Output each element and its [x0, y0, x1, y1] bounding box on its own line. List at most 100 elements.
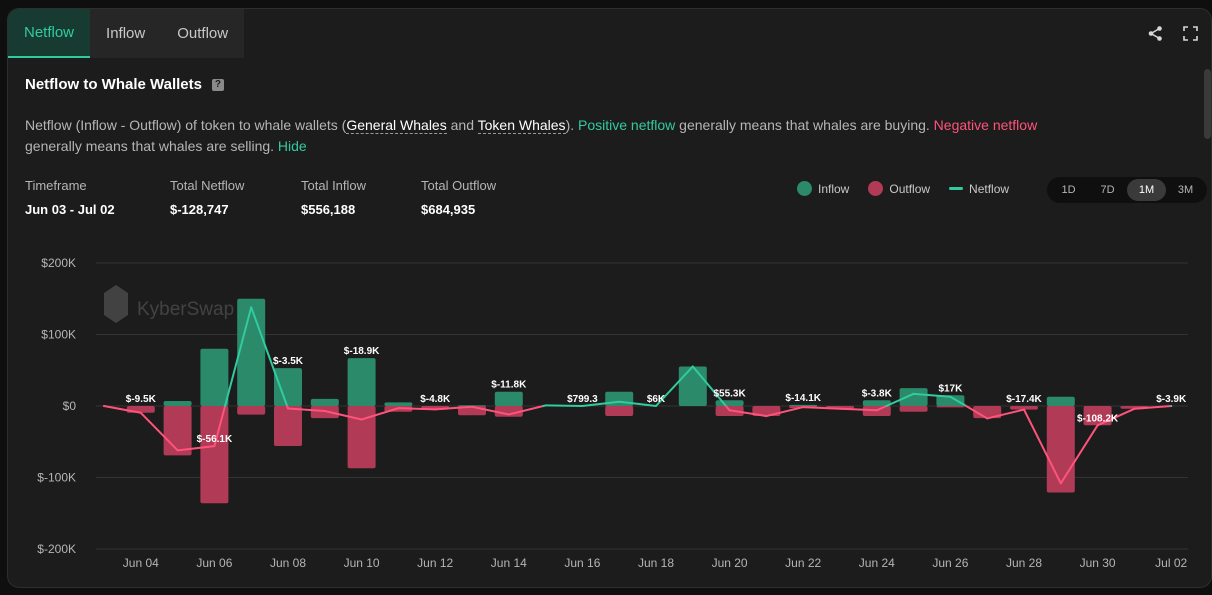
timeframe-1m[interactable]: 1M: [1127, 179, 1166, 201]
stat-label: Total Inflow: [301, 178, 367, 193]
legend-label: Netflow: [969, 181, 1010, 196]
timeframe-7d[interactable]: 7D: [1100, 184, 1115, 196]
netflow-line-segment: [1096, 407, 1136, 427]
netflow-line-segment: [544, 404, 584, 407]
outflow-bar: [237, 406, 266, 415]
netflow-line-segment: [397, 407, 437, 411]
outflow-bar: [1046, 406, 1075, 493]
legend-outflow[interactable]: Outflow: [868, 181, 930, 196]
x-tick-label: Jul 02: [1155, 556, 1187, 570]
netflow-line-segment: [1133, 405, 1173, 410]
chart-legend: Inflow Outflow Netflow: [797, 181, 1009, 196]
netflow-line-segment: [250, 306, 289, 407]
x-tick-label: Jun 24: [859, 556, 895, 570]
tab-inflow[interactable]: Inflow: [106, 25, 146, 42]
x-tick-label: Jun 26: [932, 556, 968, 570]
hide-button[interactable]: Hide: [277, 138, 307, 154]
negative-netflow-text: Negative netflow: [933, 117, 1038, 133]
legend-netflow[interactable]: Netflow: [949, 182, 1009, 196]
inflow-bar: [494, 391, 523, 406]
netflow-line-segment: [875, 405, 888, 412]
netflow-data-label: $-14.1K: [785, 393, 821, 404]
x-tick-label: Jun 20: [712, 556, 748, 570]
inflow-bar: [899, 388, 928, 406]
outflow-bar: [494, 406, 523, 417]
netflow-data-label: $55.3K: [713, 388, 746, 399]
outflow-swatch: [868, 181, 884, 196]
outflow-bar: [200, 406, 229, 504]
legend-inflow[interactable]: Inflow: [797, 181, 849, 196]
positive-netflow-text: Positive netflow: [578, 117, 676, 133]
inflow-bar: [862, 400, 891, 406]
netflow-line-segment: [323, 410, 363, 421]
netflow-line-segment: [949, 395, 968, 407]
outflow-bar: [1010, 406, 1038, 410]
netflow-data-label: $-3.9K: [1156, 394, 1187, 405]
chart-grid: [96, 262, 1188, 550]
token-whales-link[interactable]: Token Whales: [477, 117, 566, 134]
netflow-line-segment: [839, 407, 878, 412]
netflow-data-label: $6K: [647, 394, 666, 405]
netflow-line-segment: [765, 406, 805, 418]
x-tick-label: Jun 14: [491, 556, 527, 570]
netflow-data-label: $-17.4K: [1006, 394, 1042, 405]
chart-axes: $200K $100K $0 $-100K $-200K Jun 04 Jun 06 Jun …: [37, 256, 1187, 570]
stat-value: $684,935: [421, 202, 476, 217]
y-tick-label: $0: [63, 399, 77, 413]
inflow-bar: [200, 348, 229, 406]
stat-value: $556,188: [301, 202, 356, 217]
fullscreen-icon[interactable]: [1182, 25, 1199, 42]
netflow-line-segment: [176, 445, 216, 452]
stat-value: $-128,747: [170, 202, 229, 217]
netflow-line-segment: [213, 405, 227, 448]
tab-netflow[interactable]: Netflow: [8, 9, 91, 58]
kyberswap-logo-icon: [104, 285, 128, 323]
outflow-bar: [163, 406, 192, 456]
x-tick-label: Jun 16: [564, 556, 600, 570]
top-actions: [1147, 25, 1199, 42]
x-tick-label: Jun 12: [417, 556, 453, 570]
scrollbar[interactable]: [1204, 69, 1211, 139]
x-tick-label: Jun 08: [270, 556, 306, 570]
watermark-text: KyberSwap: [137, 299, 234, 320]
netflow-card: Netflow Inflow Outflow Netflow to Whale …: [7, 8, 1212, 588]
outflow-bar: [605, 406, 634, 417]
inflow-bar: [310, 398, 339, 406]
inflow-bar: [237, 298, 266, 406]
x-tick-label: Jun 28: [1006, 556, 1042, 570]
netflow-data-label: $17K: [938, 383, 963, 394]
netflow-line-segment: [728, 409, 768, 418]
netflow-line-segment: [360, 407, 400, 421]
y-tick-label: $200K: [41, 256, 76, 270]
share-icon[interactable]: [1147, 25, 1164, 42]
inflow-bar: [274, 368, 302, 406]
outflow-bar: [347, 406, 376, 469]
timeframe-selector: 1D 7D 1M 3M: [1047, 177, 1207, 203]
x-tick-label: Jun 18: [638, 556, 674, 570]
legend-label: Inflow: [818, 181, 850, 196]
netflow-data-label: $-3.8K: [862, 388, 893, 399]
netflow-data-label: $-56.1K: [197, 434, 233, 445]
page-title: Netflow to Whale Wallets: [25, 76, 202, 93]
netflow-line-segment: [434, 405, 473, 411]
stat-total-netflow: Total Netflow $-128,747: [170, 178, 244, 217]
timeframe-3m[interactable]: 3M: [1177, 184, 1194, 196]
stat-total-inflow: Total Inflow $556,188: [301, 178, 366, 217]
netflow-line-segment: [618, 400, 657, 407]
general-whales-link[interactable]: General Whales: [346, 117, 447, 134]
inflow-bar: [789, 404, 818, 406]
stat-total-outflow: Total Outflow $684,935: [421, 178, 496, 217]
outflow-bar: [1083, 406, 1112, 426]
timeframe-1d[interactable]: 1D: [1061, 184, 1076, 196]
tab-outflow[interactable]: Outflow: [177, 25, 229, 42]
title-row: Netflow to Whale Wallets ?: [25, 76, 224, 93]
desc-text: generally means that whales are selling.: [25, 138, 278, 154]
inflow-bar: [1046, 396, 1075, 406]
tab-bar: Netflow Inflow Outflow: [8, 9, 245, 58]
netflow-line-segment: [581, 400, 621, 407]
stat-value: Jun 03 - Jul 02: [25, 202, 115, 217]
outflow-bar: [899, 406, 928, 412]
x-tick-label: Jun 10: [344, 556, 380, 570]
help-icon[interactable]: ?: [211, 78, 224, 91]
chart-bars: [126, 298, 1149, 504]
